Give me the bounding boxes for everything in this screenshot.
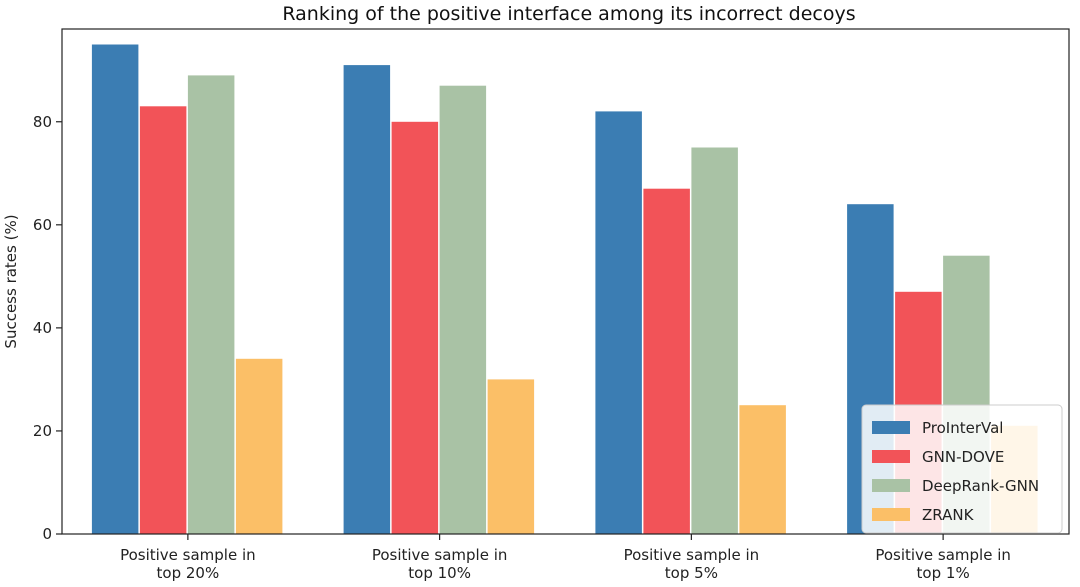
bar-prointerval-1 [91, 44, 139, 534]
bar-zrank-2 [487, 379, 535, 534]
bar-gnn-dove-3 [643, 188, 690, 534]
plot-frame [61, 28, 1070, 535]
legend-label: ProInterVal [922, 419, 1003, 437]
x-tick-label: Positive sample in [624, 546, 760, 564]
legend-label: DeepRank-GNN [922, 477, 1039, 495]
y-axis-label: Success rates (%) [2, 214, 20, 348]
x-tick-label: top 10% [408, 564, 471, 582]
legend-swatch [872, 508, 910, 521]
y-tick-label: 40 [33, 319, 52, 337]
chart-title: Ranking of the positive interface among … [282, 3, 855, 25]
y-tick-label: 80 [33, 113, 52, 131]
x-tick-label: top 20% [157, 564, 220, 582]
x-tick-label: top 1% [917, 564, 970, 582]
bar-zrank-3 [739, 405, 786, 534]
x-tick-label: Positive sample in [875, 546, 1011, 564]
bar-deeprank-gnn-2 [439, 85, 487, 534]
bar-gnn-dove-1 [139, 106, 187, 535]
x-tick-label: Positive sample in [120, 546, 256, 564]
legend-box [861, 404, 1063, 534]
legend-swatch [872, 421, 910, 434]
bar-prointerval-2 [343, 65, 391, 534]
x-tick-label: Positive sample in [372, 546, 508, 564]
bar-deeprank-gnn-3 [691, 147, 738, 534]
legend: ProInterVal GNN-DOVE DeepRank-GNN ZRANK [861, 404, 1063, 534]
y-tick-label: 20 [33, 422, 52, 440]
legend-label: GNN-DOVE [922, 448, 1004, 466]
y-tick-label: 0 [42, 525, 52, 543]
bar-prointerval-3 [595, 111, 642, 535]
legend-label: ZRANK [922, 506, 975, 524]
legend-swatch [872, 479, 910, 492]
bar-zrank-1 [235, 358, 283, 534]
legend-swatch [872, 450, 910, 463]
bar-deeprank-gnn-1 [187, 75, 235, 535]
bar-gnn-dove-2 [391, 121, 439, 535]
x-tick-label: top 5% [665, 564, 718, 582]
y-tick-label: 60 [33, 216, 52, 234]
